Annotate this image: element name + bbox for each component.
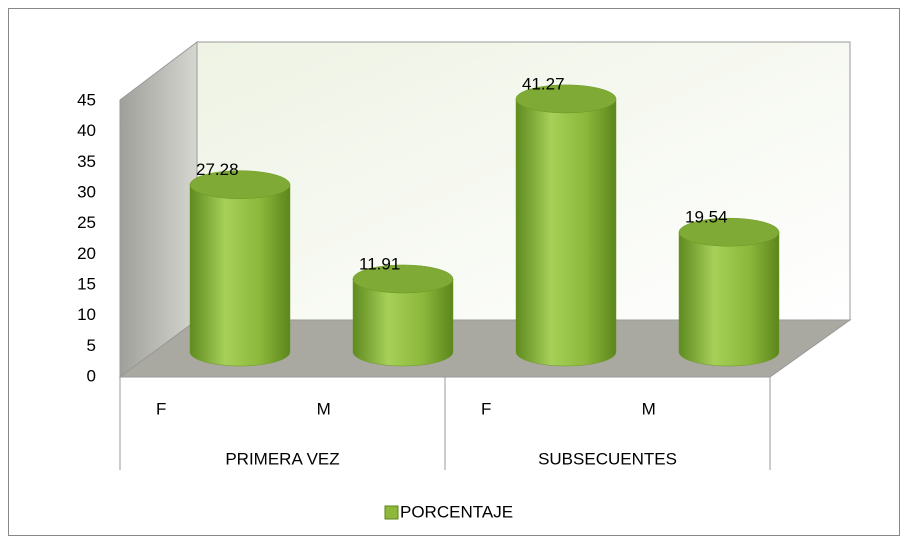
y-tick-label: 35 [77, 152, 96, 171]
y-tick-label: 45 [77, 90, 96, 109]
bar [515, 98, 617, 367]
data-label: 19.54 [685, 208, 728, 227]
group-label: SUBSECUENTES [538, 449, 677, 468]
bar-top [352, 264, 454, 294]
x-tick-label: M [317, 399, 331, 418]
y-tick-label: 5 [87, 336, 96, 355]
y-tick-label: 15 [77, 274, 96, 293]
legend-label: PORCENTAJE [400, 502, 513, 521]
y-tick-label: 30 [77, 182, 96, 201]
data-label: 27.28 [196, 160, 239, 179]
y-tick-label: 10 [77, 305, 96, 324]
side-wall [119, 40, 198, 378]
bar-top [189, 170, 291, 199]
y-tick-label: 20 [77, 244, 96, 263]
legend-swatch [384, 505, 399, 520]
data-label: 11.91 [359, 254, 400, 273]
y-tick-label: 25 [77, 213, 96, 232]
bar [189, 184, 291, 367]
y-tick-label: 0 [87, 366, 96, 385]
y-tick-label: 40 [77, 121, 96, 140]
bar [678, 232, 780, 367]
x-tick-label: M [642, 399, 656, 418]
data-label: 41.27 [522, 74, 565, 93]
bar-top [678, 217, 780, 247]
bar-top [515, 84, 617, 114]
x-tick-label: F [481, 399, 491, 418]
floor [118, 319, 852, 378]
x-tick-label: F [156, 399, 166, 418]
group-label: PRIMERA VEZ [225, 449, 339, 468]
